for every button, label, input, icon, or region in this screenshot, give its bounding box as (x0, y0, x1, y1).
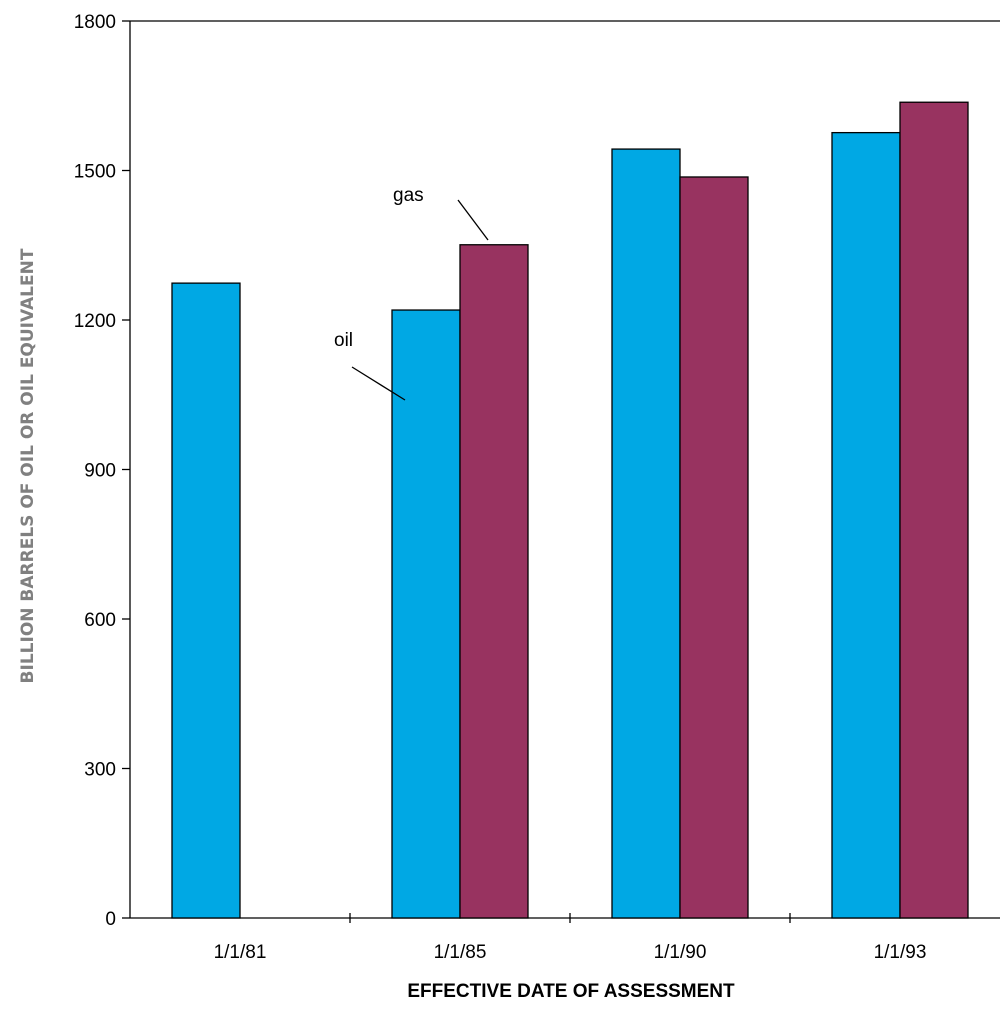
x-tick-label: 1/1/93 (874, 942, 927, 963)
gas-pointer-line (457, 199, 489, 241)
x-ticks: 1/1/81 1/1/85 1/1/90 1/1/93 (214, 913, 927, 963)
y-tick-label: 1200 (74, 311, 116, 332)
annotations: gas oil (334, 185, 489, 401)
oil-label: oil (334, 330, 353, 351)
y-tick-label: 1500 (74, 162, 116, 183)
y-tick-label: 300 (84, 760, 116, 781)
bars (171, 101, 969, 919)
x-tick-label: 1/1/85 (434, 942, 487, 963)
y-axis-title: BILLION BARRELS OF OIL OR OIL EQUIVALENT (18, 248, 38, 683)
bar-oil-1 (171, 282, 241, 919)
gas-label: gas (393, 185, 424, 206)
bar-gas-3 (679, 176, 749, 919)
x-tick-label: 1/1/90 (654, 942, 707, 963)
oil-pointer-line (351, 366, 406, 401)
bar-oil-3 (611, 148, 681, 919)
x-tick-label: 1/1/81 (214, 942, 267, 963)
y-tick-label: 0 (105, 909, 116, 930)
bar-oil-2 (391, 309, 461, 919)
bar-oil-4 (831, 131, 901, 919)
y-tick-label: 900 (84, 461, 116, 482)
x-axis-title: EFFECTIVE DATE OF ASSESSMENT (407, 981, 735, 1002)
bar-gas-4 (899, 101, 969, 919)
y-tick-label: 1800 (74, 12, 116, 33)
bar-gas-2 (459, 244, 529, 919)
y-tick-label: 600 (84, 610, 116, 631)
y-ticks: 0 300 600 900 1200 1500 1800 (74, 12, 130, 930)
